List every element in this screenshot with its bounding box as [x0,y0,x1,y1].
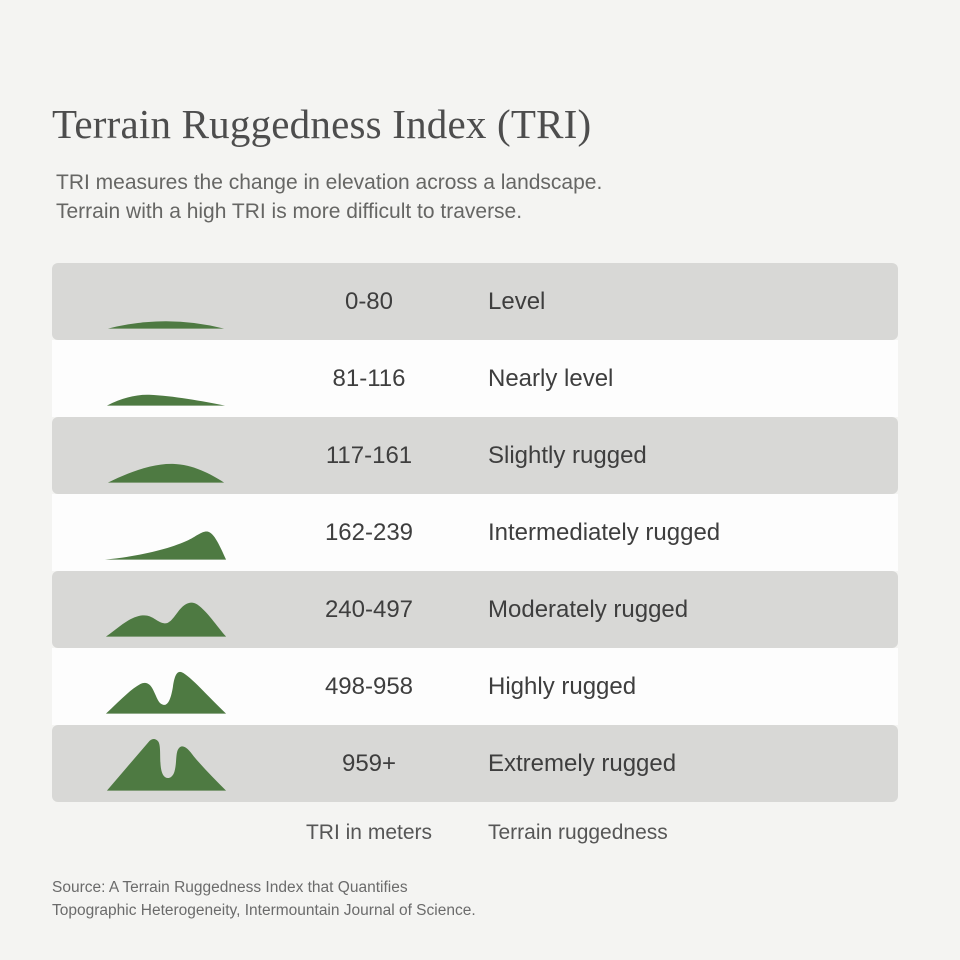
tri-range: 498-958 [324,672,414,700]
table-row: 0-80 Level [52,263,898,340]
terrain-highly-rugged-icon [105,671,227,714]
tri-range: 117-161 [325,441,413,469]
terrain-icon-cell [52,494,280,571]
source-line-1: Source: A Terrain Ruggedness Index that … [52,879,408,896]
table-row: 959+ Extremely rugged [52,725,898,802]
terrain-icon-cell [52,648,280,725]
terrain-icon-cell [52,725,280,802]
table-row: 240-497 Moderately rugged [52,571,898,648]
subtitle-line-2: Terrain with a high TRI is more difficul… [56,200,523,223]
terrain-icon-cell [52,263,280,340]
ruggedness-label: Extremely rugged [488,749,677,777]
page-title: Terrain Ruggedness Index (TRI) [52,101,592,147]
category-column-caption: Terrain ruggedness [488,821,668,844]
tri-table: 0-80 Level 81-116 Nearly level 117-161 S… [52,263,898,864]
terrain-icon-cell [52,340,280,417]
terrain-level-icon [107,320,225,329]
terrain-moderately-rugged-icon [105,602,227,637]
tri-range: 959+ [341,749,397,777]
source-line-2: Topographic Heterogeneity, Intermountain… [52,902,476,919]
terrain-slightly-rugged-icon [107,463,225,483]
tri-range: 162-239 [324,518,414,546]
terrain-extremely-rugged-icon [106,738,227,791]
column-captions: TRI in meters Terrain ruggedness [52,802,898,864]
terrain-icon-cell [52,571,280,648]
source-note: Source: A Terrain Ruggedness Index that … [52,876,476,922]
ruggedness-label: Moderately rugged [488,595,689,623]
subtitle-line-1: TRI measures the change in elevation acr… [56,171,603,194]
table-row: 498-958 Highly rugged [52,648,898,725]
range-column-caption: TRI in meters [305,821,433,844]
ruggedness-label: Highly rugged [488,672,637,700]
table-row: 81-116 Nearly level [52,340,898,417]
terrain-icon-cell [52,417,280,494]
tri-range: 240-497 [324,595,414,623]
table-row: 117-161 Slightly rugged [52,417,898,494]
terrain-intermediately-rugged-icon [104,530,227,560]
tri-range: 81-116 [332,364,406,392]
terrain-nearly-level-icon [106,394,226,406]
subtitle: TRI measures the change in elevation acr… [56,168,602,226]
ruggedness-label: Nearly level [488,364,614,392]
tri-range: 0-80 [344,287,394,315]
ruggedness-label: Intermediately rugged [488,518,721,546]
ruggedness-label: Level [488,287,546,315]
ruggedness-label: Slightly rugged [488,441,647,469]
table-row: 162-239 Intermediately rugged [52,494,898,571]
